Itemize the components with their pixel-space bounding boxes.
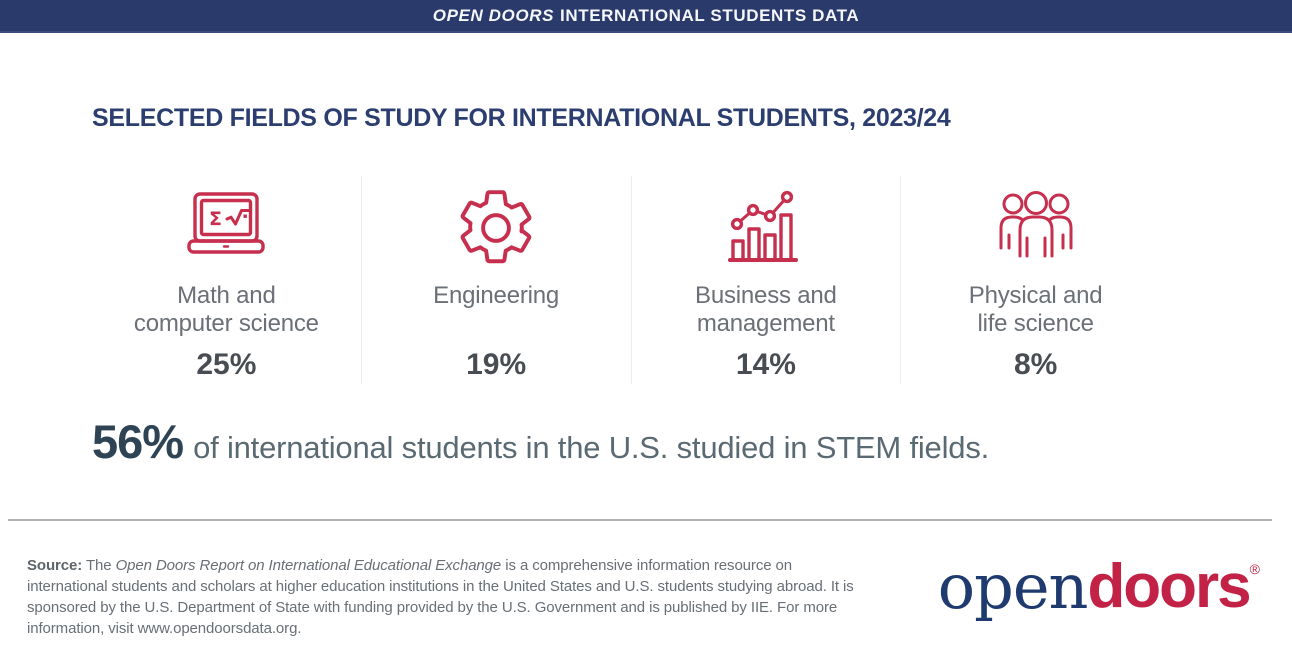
- source-label: Source:: [27, 557, 83, 574]
- field-business-management: Business and management 14%: [632, 176, 902, 384]
- svg-text:Σ: Σ: [209, 208, 222, 230]
- field-label-line2: life science: [977, 310, 1094, 337]
- people-icon: [993, 182, 1079, 274]
- banner-title-brand: OPEN DOORS: [432, 5, 555, 25]
- page-title: SELECTED FIELDS OF STUDY FOR INTERNATION…: [92, 104, 951, 132]
- top-banner: OPEN DOORS INTERNATIONAL STUDENTS DATA: [0, 0, 1292, 33]
- field-label-line1: Physical and: [968, 282, 1103, 309]
- math-laptop-icon: Σ: [184, 182, 268, 274]
- field-percent: 25%: [196, 348, 257, 381]
- source-report-title: Open Doors Report on International Educa…: [115, 557, 502, 574]
- banner-title: INTERNATIONAL STUDENTS DATA: [560, 5, 860, 25]
- field-percent: 14%: [735, 348, 796, 381]
- field-label-line1: Math and: [177, 282, 276, 309]
- source-paragraph: Source: The Open Doors Report on Interna…: [27, 555, 875, 639]
- field-percent: 8%: [1013, 348, 1058, 381]
- field-label: Business and management: [695, 282, 837, 344]
- fields-row: Σ Math and computer science 25% Engineer…: [92, 176, 1170, 384]
- field-math-computer-science: Σ Math and computer science 25%: [92, 176, 362, 384]
- field-percent: 19%: [466, 348, 527, 381]
- stem-percent: 56%: [92, 415, 184, 468]
- source-text: is a comprehensive information resource …: [27, 557, 854, 637]
- field-label: Engineering: [433, 282, 559, 344]
- field-label-line2: computer science: [133, 310, 319, 337]
- opendoors-logo: open doors ®: [938, 556, 1260, 618]
- footer-divider: [8, 519, 1272, 521]
- source-pre: The: [82, 557, 116, 574]
- field-physical-life-science: Physical and life science 8%: [901, 176, 1170, 384]
- stem-statement: 56% of international students in the U.S…: [92, 414, 989, 469]
- logo-open-text: open: [937, 550, 1089, 623]
- field-label-line1: Engineering: [433, 282, 560, 309]
- bar-chart-icon: [726, 182, 806, 274]
- field-engineering: Engineering 19%: [362, 176, 632, 384]
- field-label-line2: management: [696, 310, 835, 337]
- logo-doors-text: doors: [1087, 552, 1251, 621]
- field-label: Physical and life science: [969, 282, 1103, 344]
- field-label-line1: Business and: [695, 282, 837, 309]
- registered-trademark-icon: ®: [1249, 561, 1260, 577]
- gear-icon: [453, 182, 539, 274]
- field-label: Math and computer science: [134, 282, 319, 344]
- stem-statement-text: of international students in the U.S. st…: [193, 430, 990, 465]
